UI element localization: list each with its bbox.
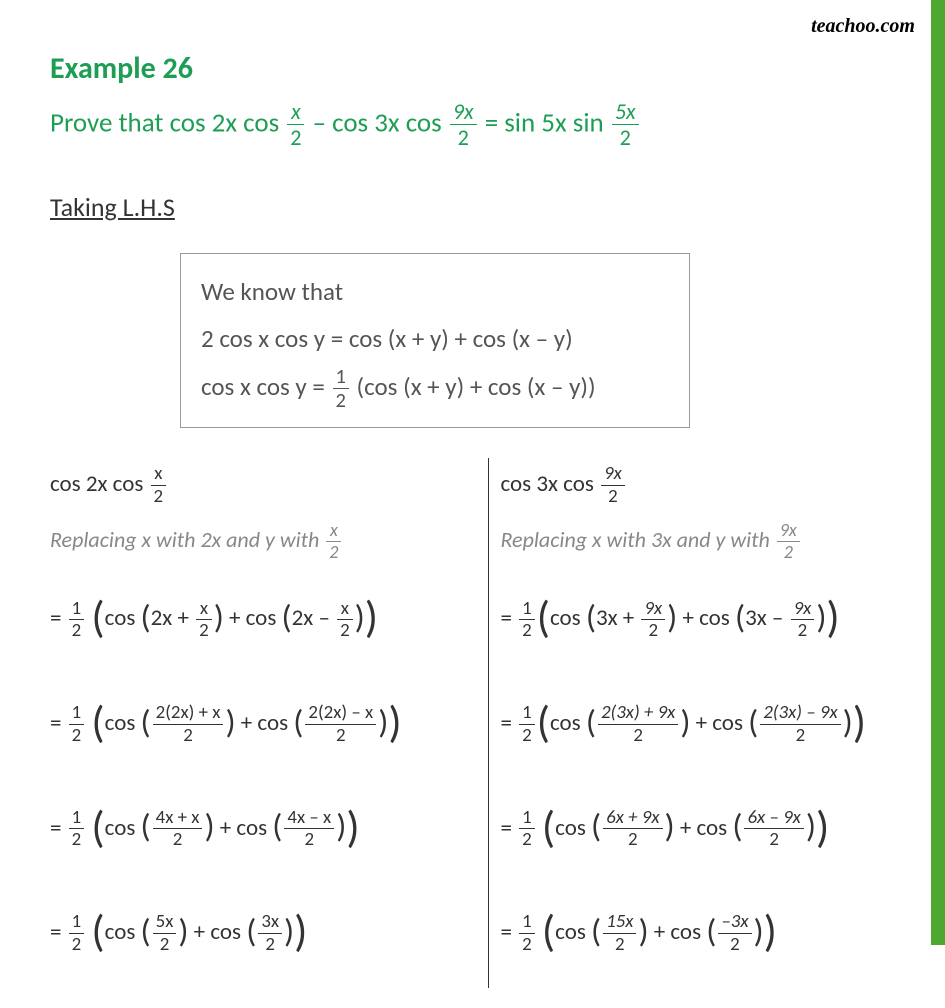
- example-title: Example 26: [50, 50, 925, 87]
- right-column: cos 3x cos 9x2 Replacing x with 3x and y…: [488, 458, 926, 988]
- page-content: Example 26 Prove that cos 2x cos x2 – co…: [0, 0, 945, 1008]
- lhs-heading: Taking L.H.S: [50, 191, 925, 223]
- site-logo: teachoo.com: [811, 15, 915, 38]
- left-column: cos 2x cos x2 Replacing x with 2x and y …: [50, 458, 488, 988]
- step: = 12 (cos (4x + x2) + cos (4x – x2)): [50, 779, 480, 880]
- replace-note: Replacing x with 2x and y with x2: [50, 515, 480, 566]
- col-head: cos 3x cos 9x2: [501, 458, 918, 511]
- problem-text: = sin 5x sin: [479, 106, 610, 139]
- accent-bar: [931, 0, 945, 945]
- step: = 12 (cos (15x2) + cos (–3x2)): [501, 883, 918, 984]
- col-head: cos 2x cos x2: [50, 458, 480, 511]
- derivation-columns: cos 2x cos x2 Replacing x with 2x and y …: [50, 458, 925, 988]
- box-line: 2 cos x cos y = cos (x + y) + cos (x – y…: [201, 315, 669, 363]
- problem-statement: Prove that cos 2x cos x2 – cos 3x cos 9x…: [50, 99, 925, 151]
- box-line: We know that: [201, 268, 669, 316]
- step: = 12 (cos (2(2x) + x2) + cos (2(2x) – x2…: [50, 674, 480, 775]
- step: = 12(cos (3x + 9x2) + cos (3x – 9x2)): [501, 569, 918, 670]
- box-line: cos x cos y = 12 (cos (x + y) + cos (x –…: [201, 363, 669, 413]
- step: = 12 (cos (6x + 9x2) + cos (6x – 9x2)): [501, 779, 918, 880]
- identity-box: We know that 2 cos x cos y = cos (x + y)…: [180, 253, 690, 428]
- step: = 12(cos (2(3x) + 9x2) + cos (2(3x) – 9x…: [501, 674, 918, 775]
- problem-text: – cos 3x cos: [306, 106, 447, 139]
- step: = 12 (cos (2x + x2) + cos (2x – x2)): [50, 569, 480, 670]
- replace-note: Replacing x with 3x and y with 9x2: [501, 515, 918, 566]
- problem-text: Prove that cos 2x cos: [50, 106, 285, 139]
- step: = 12 (cos (5x2) + cos (3x2)): [50, 883, 480, 984]
